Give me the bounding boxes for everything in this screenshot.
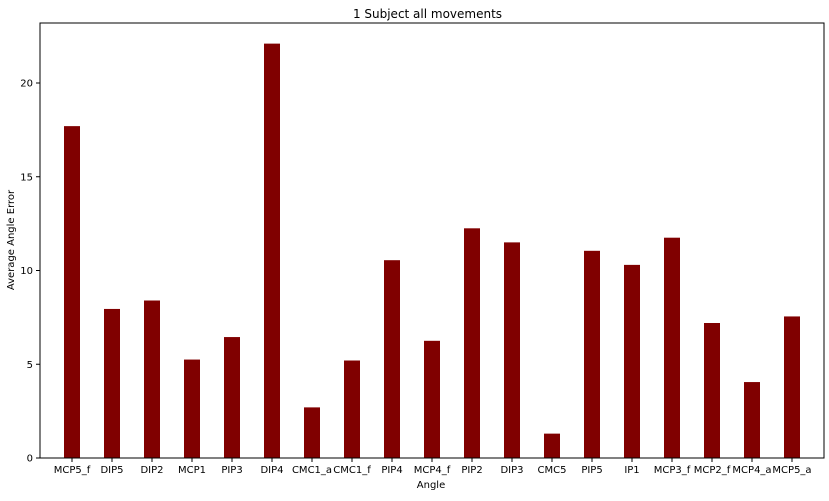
bar-MCP1 bbox=[184, 359, 200, 458]
bar-MCP5_f bbox=[64, 126, 80, 459]
y-axis-label: Average Angle Error bbox=[6, 189, 17, 290]
bar-PIP4 bbox=[384, 260, 400, 458]
x-axis-ticks: MCP5_f DIP5 DIP2 MCP1 PIP3 DIP4 CMC1_a CMC1_f PI… bbox=[54, 458, 812, 476]
bar-CMC1_a bbox=[304, 407, 320, 459]
x-tick-label: MCP4_f bbox=[414, 465, 451, 476]
bar-MCP4_a bbox=[744, 382, 760, 458]
x-tick-label: MCP4_a bbox=[732, 465, 771, 476]
x-tick-label: PIP3 bbox=[221, 465, 242, 476]
y-tick-label: 10 bbox=[20, 266, 33, 277]
x-tick-label: CMC1_f bbox=[333, 465, 371, 476]
bar-DIP3 bbox=[504, 242, 520, 459]
x-tick-label: CMC1_a bbox=[292, 465, 332, 476]
x-tick-label: DIP2 bbox=[140, 465, 163, 476]
y-axis-ticks: 0 5 10 15 20 bbox=[20, 79, 40, 465]
x-tick-label: IP1 bbox=[624, 465, 639, 476]
x-tick-label: PIP5 bbox=[581, 465, 602, 476]
bar-MCP5_a bbox=[784, 316, 800, 458]
x-tick-label: DIP5 bbox=[100, 465, 123, 476]
bar-MCP2_f bbox=[704, 323, 720, 458]
x-axis-label: Angle bbox=[417, 480, 445, 491]
y-tick-label: 5 bbox=[27, 360, 33, 371]
x-tick-label: PIP2 bbox=[461, 465, 482, 476]
x-tick-label: MCP3_f bbox=[654, 465, 691, 476]
x-tick-label: MCP1 bbox=[178, 465, 206, 476]
bar-DIP5 bbox=[104, 308, 120, 458]
plot-frame bbox=[39, 22, 825, 459]
y-tick-label: 15 bbox=[20, 172, 33, 183]
x-tick-label: MCP5_f bbox=[54, 465, 91, 476]
bar-DIP4 bbox=[264, 43, 280, 459]
x-tick-label: MCP5_a bbox=[772, 465, 811, 476]
bar-CMC5 bbox=[544, 433, 560, 459]
bar-CMC1_f bbox=[344, 360, 360, 458]
bar-PIP2 bbox=[464, 228, 480, 458]
bar-PIP3 bbox=[224, 337, 240, 458]
x-tick-label: DIP4 bbox=[260, 465, 283, 476]
y-tick-label: 0 bbox=[27, 454, 33, 465]
y-tick-label: 20 bbox=[20, 79, 33, 90]
chart-title: 1 Subject all movements bbox=[353, 7, 502, 21]
bar-DIP2 bbox=[144, 300, 160, 458]
x-tick-label: CMC5 bbox=[538, 465, 567, 476]
x-tick-label: MCP2_f bbox=[694, 465, 731, 476]
bar-MCP4_f bbox=[424, 340, 440, 458]
bars-group bbox=[64, 43, 800, 459]
x-tick-label: PIP4 bbox=[381, 465, 402, 476]
bar-MCP3_f bbox=[664, 237, 680, 458]
bar-IP1 bbox=[624, 264, 640, 459]
bar-PIP5 bbox=[584, 250, 600, 458]
x-tick-label: DIP3 bbox=[500, 465, 523, 476]
